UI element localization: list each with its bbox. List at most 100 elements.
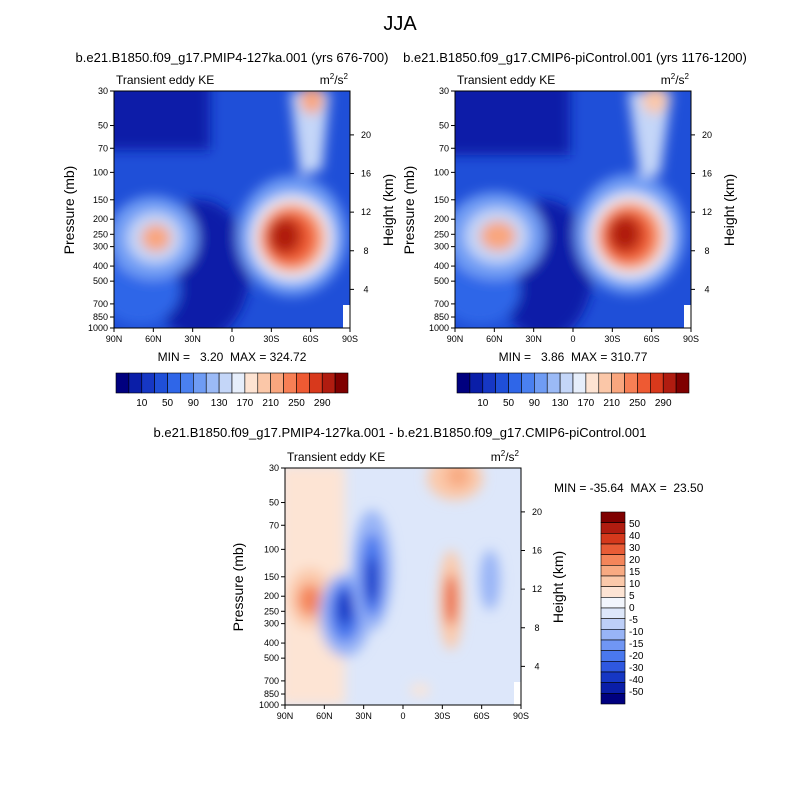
colorbar-swatch bbox=[469, 372, 484, 394]
colorbar-swatch bbox=[572, 372, 587, 394]
colorbar-swatch bbox=[521, 372, 535, 394]
panel-1: b.e21.B1850.f09_g17.PMIP4-127ka.001 (yrs… bbox=[61, 50, 396, 364]
x-tick-label: 30S bbox=[263, 334, 279, 344]
colorbar-swatch bbox=[128, 372, 143, 394]
panel-1-ylabel-right: Height (km) bbox=[380, 174, 396, 246]
colorbar-label: -40 bbox=[629, 675, 644, 686]
panel-3-sh-lower-pos bbox=[410, 684, 430, 696]
panel-3-ylabel: Pressure (mb) bbox=[230, 543, 246, 632]
panel-3-units: m2/s2 bbox=[491, 449, 520, 464]
colorbar-swatch bbox=[600, 533, 626, 545]
colorbar-swatch bbox=[600, 554, 626, 566]
panel-3-sh-pos-core bbox=[445, 574, 457, 626]
y-tick-label: 300 bbox=[434, 242, 449, 252]
y-tick-label: 500 bbox=[93, 276, 108, 286]
colorbar-swatch bbox=[600, 682, 626, 694]
height-tick-label: 16 bbox=[361, 169, 371, 179]
panel-2-terrain-mask bbox=[684, 305, 691, 328]
panel-3-neg-lower-core bbox=[337, 590, 353, 626]
height-tick-label: 4 bbox=[363, 284, 368, 294]
x-tick-label: 90S bbox=[342, 334, 358, 344]
colorbar-label: -50 bbox=[629, 687, 644, 698]
colorbar-swatch bbox=[559, 372, 574, 394]
panel-2-sh-core bbox=[609, 216, 641, 252]
x-tick-label: 30S bbox=[604, 334, 620, 344]
height-tick-label: 12 bbox=[702, 207, 712, 217]
panel-1-polar-min bbox=[114, 91, 210, 150]
colorbar-swatch bbox=[662, 372, 677, 394]
y-tick-label: 700 bbox=[93, 299, 108, 309]
colorbar-swatch bbox=[600, 543, 626, 555]
x-tick-label: 0 bbox=[570, 334, 575, 344]
colorbar-swatch bbox=[167, 372, 181, 394]
y-tick-label: 1000 bbox=[259, 700, 279, 710]
y-tick-label: 250 bbox=[264, 606, 279, 616]
x-tick-label: 60N bbox=[316, 711, 333, 721]
y-tick-label: 700 bbox=[264, 676, 279, 686]
panel-3-field bbox=[285, 468, 521, 705]
height-tick-label: 12 bbox=[361, 207, 371, 217]
y-tick-label: 400 bbox=[434, 261, 449, 271]
colorbar-label: -20 bbox=[629, 651, 644, 662]
colorbar-swatch bbox=[534, 372, 548, 394]
colorbar-label: -15 bbox=[629, 639, 644, 650]
panel-1-field bbox=[114, 91, 350, 328]
panel-2-left-label: Transient eddy KE bbox=[457, 73, 555, 87]
colorbar-swatch bbox=[193, 372, 207, 394]
colorbar-label: 170 bbox=[237, 398, 254, 409]
colorbar-swatch bbox=[598, 372, 612, 394]
panel-2: b.e21.B1850.f09_g17.CMIP6-piControl.001 … bbox=[401, 50, 747, 364]
x-tick-label: 30N bbox=[355, 711, 372, 721]
colorbar-swatch bbox=[600, 607, 626, 619]
colorbar-swatch bbox=[675, 372, 690, 394]
y-tick-label: 30 bbox=[439, 86, 449, 96]
y-tick-label: 70 bbox=[269, 520, 279, 530]
panel-2-upper-core bbox=[642, 91, 668, 114]
colorbar-label: 30 bbox=[629, 543, 641, 554]
x-tick-label: 90N bbox=[277, 711, 294, 721]
panel-2-title: b.e21.B1850.f09_g17.CMIP6-piControl.001 … bbox=[403, 50, 747, 65]
panel-1-title: b.e21.B1850.f09_g17.PMIP4-127ka.001 (yrs… bbox=[76, 50, 389, 65]
x-tick-label: 60S bbox=[303, 334, 319, 344]
colorbar-swatch bbox=[611, 372, 625, 394]
panel-3-nh-pos-core bbox=[298, 584, 322, 616]
y-tick-label: 300 bbox=[93, 242, 108, 252]
colorbar-swatch bbox=[600, 586, 626, 598]
panel-1-axes: 305070100150200250300400500700850100090N… bbox=[88, 86, 371, 344]
height-tick-label: 4 bbox=[704, 284, 709, 294]
panel-1-ylabel: Pressure (mb) bbox=[61, 166, 77, 255]
colorbar-swatch bbox=[482, 372, 496, 394]
colorbar-swatch bbox=[296, 372, 310, 394]
colorbar-swatch bbox=[309, 372, 323, 394]
colorbar-label: -10 bbox=[629, 627, 644, 638]
colorbar-label: 250 bbox=[288, 398, 305, 409]
height-tick-label: 16 bbox=[532, 546, 542, 556]
colorbar-label: 5 bbox=[629, 591, 635, 602]
panel-2-upper-tongue bbox=[628, 91, 672, 178]
panel-3-axes: 305070100150200250300400500700850100090N… bbox=[259, 463, 542, 721]
colorbar-label: 170 bbox=[578, 398, 595, 409]
colorbar-swatch bbox=[546, 372, 561, 394]
colorbar-swatch bbox=[637, 372, 651, 394]
height-tick-label: 4 bbox=[534, 661, 539, 671]
y-tick-label: 30 bbox=[98, 86, 108, 96]
colorbar-label: -30 bbox=[629, 663, 644, 674]
colorbar-swatch bbox=[600, 511, 626, 523]
panel-2-axes: 305070100150200250300400500700850100090N… bbox=[429, 86, 712, 344]
colorbar-swatch bbox=[270, 372, 284, 394]
panel-1-nh-core bbox=[141, 224, 171, 252]
colorbar-label: 290 bbox=[655, 398, 672, 409]
x-tick-label: 60N bbox=[486, 334, 503, 344]
y-tick-label: 70 bbox=[98, 143, 108, 153]
x-tick-label: 60N bbox=[145, 334, 162, 344]
colorbar-label: 0 bbox=[629, 603, 635, 614]
x-tick-label: 60S bbox=[644, 334, 660, 344]
y-tick-label: 400 bbox=[264, 638, 279, 648]
y-tick-label: 200 bbox=[264, 591, 279, 601]
y-tick-label: 70 bbox=[439, 143, 449, 153]
colorbar-swatch bbox=[495, 372, 509, 394]
height-tick-label: 20 bbox=[361, 130, 371, 140]
colorbar-swatch bbox=[180, 372, 194, 394]
colorbar-swatch bbox=[624, 372, 638, 394]
